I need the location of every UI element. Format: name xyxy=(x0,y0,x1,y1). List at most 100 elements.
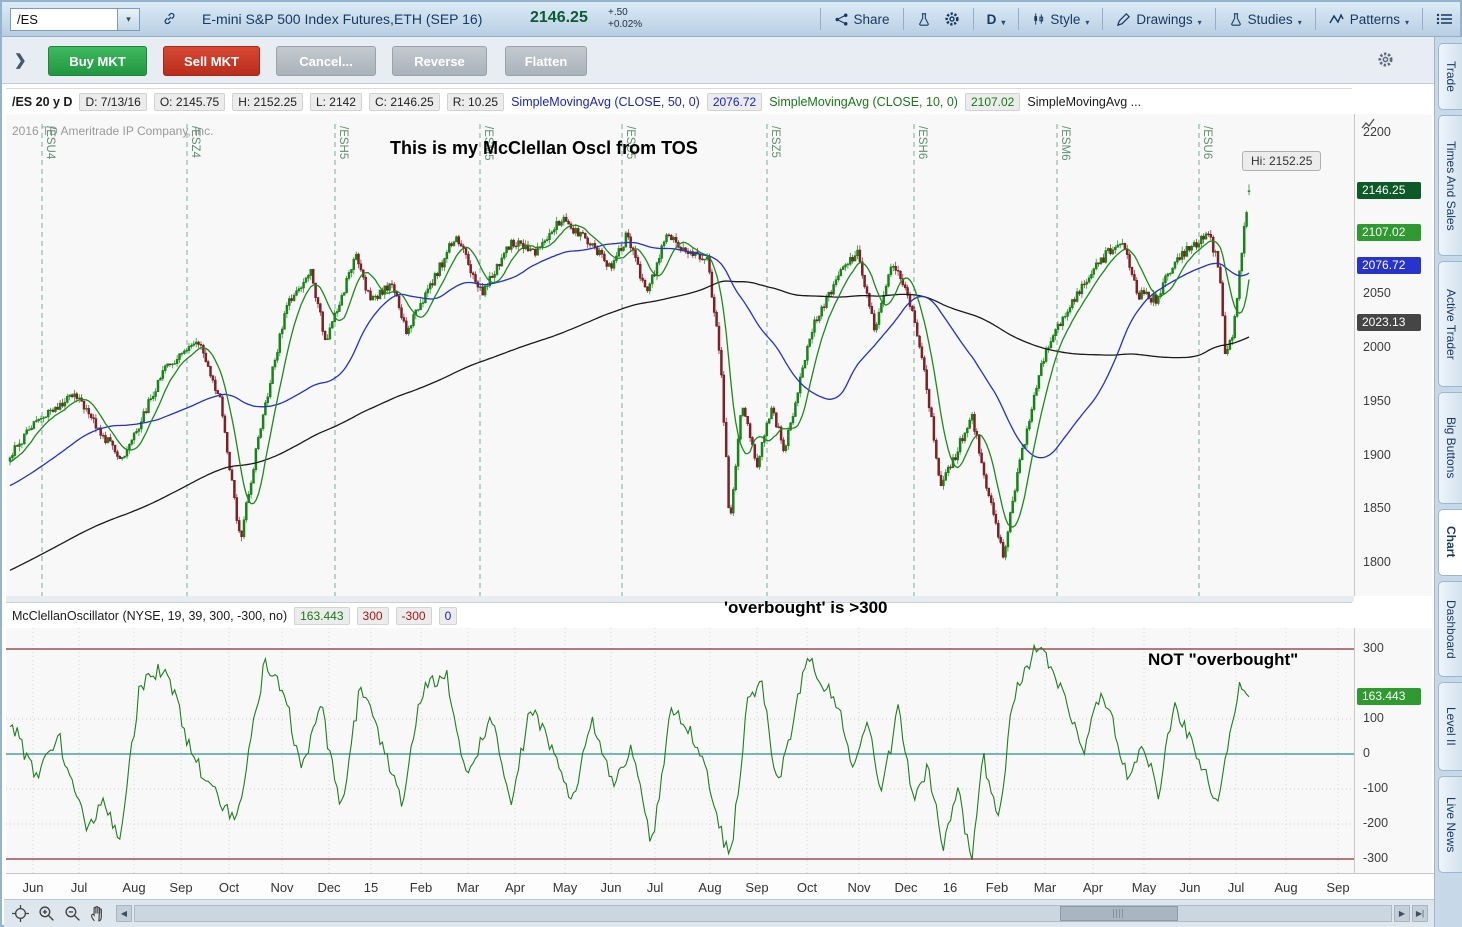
chart-tools: Share D ▾ Style ▾ Drawings ▾ Studies xyxy=(819,2,1454,36)
study-legend-row: McClellanOscillator (NYSE, 19, 39, 300, … xyxy=(6,602,1352,628)
mcclellan-study-panel[interactable]: NOT "overbought" xyxy=(6,628,1354,873)
ohlc-low: L: 2142 xyxy=(309,92,362,111)
price-axis[interactable]: 2200 2050 2000 1950 1900 1850 1800 2146.25 2107.… xyxy=(1354,114,1432,596)
cancel-button[interactable]: Cancel... xyxy=(276,46,376,76)
crosshair-icon[interactable] xyxy=(12,905,29,922)
share-button[interactable]: Share xyxy=(834,12,890,27)
change-percent: +0.02% xyxy=(608,19,643,30)
right-gadget-tabs: Trade Times And Sales Active Trader Big But… xyxy=(1434,37,1462,927)
side-tab-level-ii[interactable]: Level II xyxy=(1438,682,1462,772)
time-axis-label: Apr xyxy=(1082,880,1104,895)
contract-roll-label: /ESH5 xyxy=(337,126,349,160)
user-annotation-main[interactable]: This is my McClellan Oscl from TOS xyxy=(390,138,698,158)
main-chart-panel[interactable]: 2016 TD Ameritrade IP Company, Inc. This… xyxy=(6,114,1354,596)
patterns-label: Patterns xyxy=(1349,11,1400,27)
user-annotation-not-overbought[interactable]: NOT "overbought" xyxy=(1148,650,1299,669)
flatten-button[interactable]: Flatten xyxy=(505,46,587,76)
sma10-value: 2107.02 xyxy=(964,92,1021,111)
pan-hand-icon[interactable] xyxy=(90,905,105,922)
chart-scrollbar[interactable] xyxy=(134,905,1392,922)
zoom-in-icon[interactable] xyxy=(38,905,55,922)
time-axis-label: Aug xyxy=(698,880,722,895)
instrument-description: E-mini S&P 500 Index Futures,ETH (SEP 16… xyxy=(202,11,483,27)
price-chart-canvas[interactable] xyxy=(6,114,1354,596)
study-title[interactable]: McClellanOscillator (NYSE, 19, 39, 300, … xyxy=(12,608,288,623)
share-label: Share xyxy=(853,11,890,27)
time-axis-label: Jul xyxy=(646,880,664,895)
side-tab-active-trader[interactable]: Active Trader xyxy=(1438,261,1462,388)
user-annotation-overbought[interactable]: 'overbought' is >300 xyxy=(724,598,888,617)
contract-roll-label: /ESZ4 xyxy=(189,126,201,158)
side-tab-live-news[interactable]: Live News xyxy=(1438,776,1462,873)
chart-settings-button[interactable] xyxy=(944,11,960,27)
separator xyxy=(1422,8,1423,30)
price-axis-badge: 2076.72 xyxy=(1357,256,1421,274)
side-tab-big-buttons[interactable]: Big Buttons xyxy=(1438,392,1462,504)
axis-chart-icon[interactable] xyxy=(1361,118,1377,130)
oscillator-axis-tick: 0 xyxy=(1363,746,1370,760)
last-price: 2146.25 xyxy=(530,9,588,26)
price-change: +.50 +0.02% xyxy=(608,7,642,31)
scroll-right-button[interactable]: ▶ xyxy=(1394,905,1410,922)
patterns-button[interactable]: Patterns ▾ xyxy=(1329,11,1409,27)
candles-down xyxy=(15,213,1227,559)
price-axis-tick: 2000 xyxy=(1363,340,1391,354)
ohlc-open: O: 2145.75 xyxy=(153,92,226,111)
time-axis[interactable]: Jun Jul Aug Sep Oct Nov Dec 15 Feb Mar Apr May Jun Ju… xyxy=(6,873,1434,899)
side-tab-chart[interactable]: Chart xyxy=(1438,508,1462,576)
drawings-button[interactable]: Drawings ▾ xyxy=(1116,11,1202,27)
symbol-input[interactable]: /ES xyxy=(17,12,38,27)
sma10-label[interactable]: SimpleMovingAvg (CLOSE, 10, 0) xyxy=(769,94,958,109)
price-axis-tick: 1850 xyxy=(1363,501,1391,516)
scroll-left-button[interactable]: ◀ xyxy=(116,905,132,922)
oscillator-value-badge: 163.443 xyxy=(1357,687,1421,705)
side-tab-dashboard[interactable]: Dashboard xyxy=(1438,580,1462,678)
time-axis-label: 16 xyxy=(942,880,958,895)
time-axis-label: May xyxy=(1131,880,1157,895)
oscillator-axis[interactable]: 300 100 0 -100 -200 -300 163.443 xyxy=(1354,628,1432,873)
buy-mkt-button[interactable]: Buy MKT xyxy=(48,46,147,76)
expand-orders-chevron[interactable]: ❯ xyxy=(14,52,27,69)
oscillator-canvas[interactable] xyxy=(6,628,1354,873)
sma50-label[interactable]: SimpleMovingAvg (CLOSE, 50, 0) xyxy=(511,94,700,109)
time-axis-label: Apr xyxy=(504,880,526,895)
separator xyxy=(1102,8,1104,30)
time-axis-label: Jun xyxy=(600,880,622,895)
quick-study-button[interactable] xyxy=(917,12,931,27)
separator xyxy=(902,8,904,30)
toolbar-gear-icon[interactable] xyxy=(1377,51,1394,68)
ohlc-close: C: 2146.25 xyxy=(368,92,440,111)
price-axis-tick: 1800 xyxy=(1363,555,1391,569)
symbol-combo[interactable]: /ES ▾ xyxy=(10,8,140,31)
side-tab-times-and-sales[interactable]: Times And Sales xyxy=(1438,115,1462,256)
sma200-label[interactable]: SimpleMovingAvg ... xyxy=(1027,94,1142,109)
contract-roll-label: /ESU4 xyxy=(44,126,56,160)
symbol-dropdown-button[interactable]: ▾ xyxy=(117,9,139,30)
interval-button[interactable]: D ▾ xyxy=(987,11,1006,28)
order-toolbar: ❯ Buy MKT Sell MKT Cancel... Reverse Fla… xyxy=(2,37,1434,84)
contract-roll-label: /ESU6 xyxy=(1201,126,1213,160)
separator xyxy=(1214,8,1216,30)
contract-roll-label: /ESU5 xyxy=(624,126,636,160)
time-axis-label: Jun xyxy=(22,880,44,895)
chevron-down-icon: ▾ xyxy=(1404,18,1409,27)
time-axis-label: Mar xyxy=(456,880,480,895)
price-axis-tick: 1900 xyxy=(1363,447,1391,462)
scroll-to-end-button[interactable]: ▶| xyxy=(1412,905,1428,922)
studies-label: Studies xyxy=(1247,11,1293,27)
scrollbar-thumb[interactable] xyxy=(1060,906,1178,921)
chevron-down-icon: ▾ xyxy=(1085,18,1090,27)
price-axis-badge: 2023.13 xyxy=(1357,314,1421,332)
studies-button[interactable]: Studies ▾ xyxy=(1229,11,1302,27)
side-tab-trade[interactable]: Trade xyxy=(1438,43,1462,110)
time-axis-label: Feb xyxy=(409,880,433,895)
zoom-out-icon[interactable] xyxy=(64,905,81,922)
style-button[interactable]: Style ▾ xyxy=(1032,11,1089,27)
reverse-button[interactable]: Reverse xyxy=(392,46,487,76)
sma10-line xyxy=(9,224,1250,528)
link-icon[interactable] xyxy=(162,11,177,26)
sell-mkt-button[interactable]: Sell MKT xyxy=(163,46,260,76)
panel-splitter-handle[interactable] xyxy=(6,596,1354,602)
menu-button[interactable] xyxy=(1436,12,1454,26)
